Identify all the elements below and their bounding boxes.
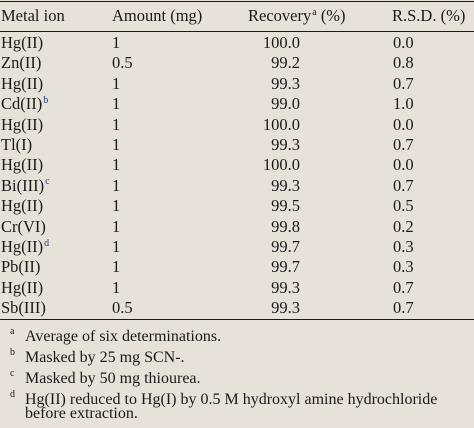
- header-metal-ion: Metal ion: [1, 6, 65, 25]
- row-metal-ion: Hg(II): [1, 278, 43, 298]
- header-recovery: Recoverya (%): [248, 6, 346, 26]
- metal-ion-label: Hg(II): [1, 114, 44, 134]
- row-amount: 1: [112, 73, 121, 93]
- row-recovery: 100.0: [262, 114, 300, 134]
- row-metal-ion: Sb(III): [1, 298, 46, 318]
- metal-ion-label: Hg(II): [1, 196, 44, 216]
- metal-ion-label: Hg(II): [1, 73, 44, 93]
- row-metal-ion: Tl(I): [1, 135, 32, 155]
- metal-ion-label: Hg(II): [1, 33, 44, 52]
- footnote-mark: c: [10, 368, 15, 379]
- row-metal-ion: Hg(II): [1, 115, 43, 135]
- row-amount: 1: [112, 196, 121, 216]
- row-amount: 1: [112, 135, 121, 154]
- row-recovery: 99.3: [271, 277, 300, 297]
- metal-ion-label: Hg(II): [1, 237, 44, 256]
- row-rsd: 0.5: [393, 196, 414, 216]
- row-amount: 1: [112, 155, 121, 175]
- row-recovery: 100.0: [262, 33, 300, 52]
- row-rsd: 0.3: [393, 257, 414, 277]
- row-recovery: 99.7: [271, 257, 300, 277]
- row-recovery: 99.0: [271, 94, 300, 114]
- row-metal-ion: Cr(VI): [1, 217, 46, 237]
- row-rsd: 0.0: [393, 33, 414, 52]
- row-rsd: 0.7: [393, 277, 414, 297]
- row-metal-ion: Pb(II): [1, 257, 40, 277]
- row-amount: 0.5: [112, 298, 133, 318]
- row-amount: 1: [112, 114, 121, 134]
- row-metal-ion: Hg(II): [1, 155, 43, 175]
- footnote: d Hg(II) reduced to Hg(I) by 0.5 M hydrox…: [10, 385, 437, 410]
- row-metal-ion: Hg(II): [1, 196, 43, 216]
- footnote-mark: d: [10, 389, 15, 400]
- row-rsd: 1.0: [393, 94, 414, 114]
- row-rsd: 0.7: [393, 135, 414, 154]
- table-bottom-rule: [0, 319, 474, 320]
- footnote-mark: a: [10, 326, 15, 337]
- metal-ion-label: Zn(II): [1, 53, 42, 73]
- footnote-mark: b: [10, 347, 15, 358]
- row-rsd: 0.7: [393, 298, 414, 318]
- footnote-text: Hg(II) reduced to Hg(I) by 0.5 M hydroxy…: [25, 391, 438, 408]
- metal-ion-label: Hg(II): [1, 155, 44, 175]
- row-rsd: 0.2: [393, 216, 414, 236]
- metal-ion-label: Hg(II): [1, 277, 44, 297]
- metal-ion-label: Sb(III): [1, 298, 46, 318]
- table-header-rule: [0, 31, 474, 32]
- footnote: c Masked by 50 mg thiourea.: [10, 364, 201, 389]
- row-amount: 1: [112, 94, 121, 114]
- header-rsd: R.S.D. (%): [392, 6, 466, 25]
- footnote-link-mark[interactable]: d: [44, 237, 50, 249]
- metal-ion-label: Bi(III): [1, 175, 45, 195]
- row-rsd: 0.3: [393, 237, 414, 256]
- row-rsd: 0.8: [393, 53, 414, 73]
- row-amount: 1: [112, 237, 121, 256]
- row-rsd: 0.0: [393, 155, 414, 175]
- row-metal-ion: Hg(II): [1, 74, 43, 94]
- row-rsd: 0.7: [393, 73, 414, 93]
- footnote-link-mark[interactable]: b: [43, 94, 49, 106]
- row-metal-ion: Hg(II)d: [1, 237, 49, 257]
- row-recovery: 99.2: [271, 53, 300, 73]
- footnote-text: Average of six determinations.: [25, 328, 222, 345]
- row-recovery: 99.7: [271, 237, 300, 256]
- header-amount: Amount (mg): [112, 6, 203, 25]
- row-recovery: 99.3: [271, 73, 300, 93]
- row-recovery: 99.5: [271, 196, 300, 216]
- row-amount: 1: [112, 175, 121, 195]
- row-metal-ion: Hg(II): [1, 33, 43, 53]
- footnote: a Average of six determinations.: [10, 322, 221, 347]
- footnote-text: Masked by 25 mg SCN-.: [25, 349, 185, 366]
- row-metal-ion: Cd(II)b: [1, 94, 48, 114]
- row-amount: 0.5: [112, 53, 133, 73]
- row-rsd: 0.7: [393, 175, 414, 195]
- row-metal-ion: Zn(II): [1, 53, 41, 73]
- row-recovery: 99.3: [271, 135, 300, 154]
- footnote-text: Masked by 50 mg thiourea.: [25, 370, 201, 387]
- metal-ion-label: Pb(II): [1, 257, 41, 277]
- row-recovery: 100.0: [262, 155, 300, 175]
- metal-ion-label: Tl(I): [1, 135, 33, 154]
- header-recovery-unit: (%): [320, 6, 346, 25]
- row-amount: 1: [112, 216, 121, 236]
- metal-ion-label: Cd(II): [1, 94, 43, 114]
- row-metal-ion: Bi(III)c: [1, 176, 50, 196]
- footnote-link-mark[interactable]: c: [45, 176, 50, 188]
- row-amount: 1: [112, 257, 121, 277]
- row-amount: 1: [112, 33, 121, 52]
- row-recovery: 99.8: [271, 216, 300, 236]
- table-top-rule: [0, 1, 474, 2]
- row-recovery: 99.3: [271, 175, 300, 195]
- row-amount: 1: [112, 277, 121, 297]
- footnote: b Masked by 25 mg SCN-.: [10, 343, 185, 368]
- metal-ion-label: Cr(VI): [1, 216, 46, 236]
- row-recovery: 99.3: [271, 298, 300, 318]
- header-recovery-label: Recovery: [248, 6, 312, 25]
- row-rsd: 0.0: [393, 114, 414, 134]
- footnote-continuation: before extraction.: [25, 405, 138, 422]
- header-recovery-footnote-mark: a: [312, 6, 317, 18]
